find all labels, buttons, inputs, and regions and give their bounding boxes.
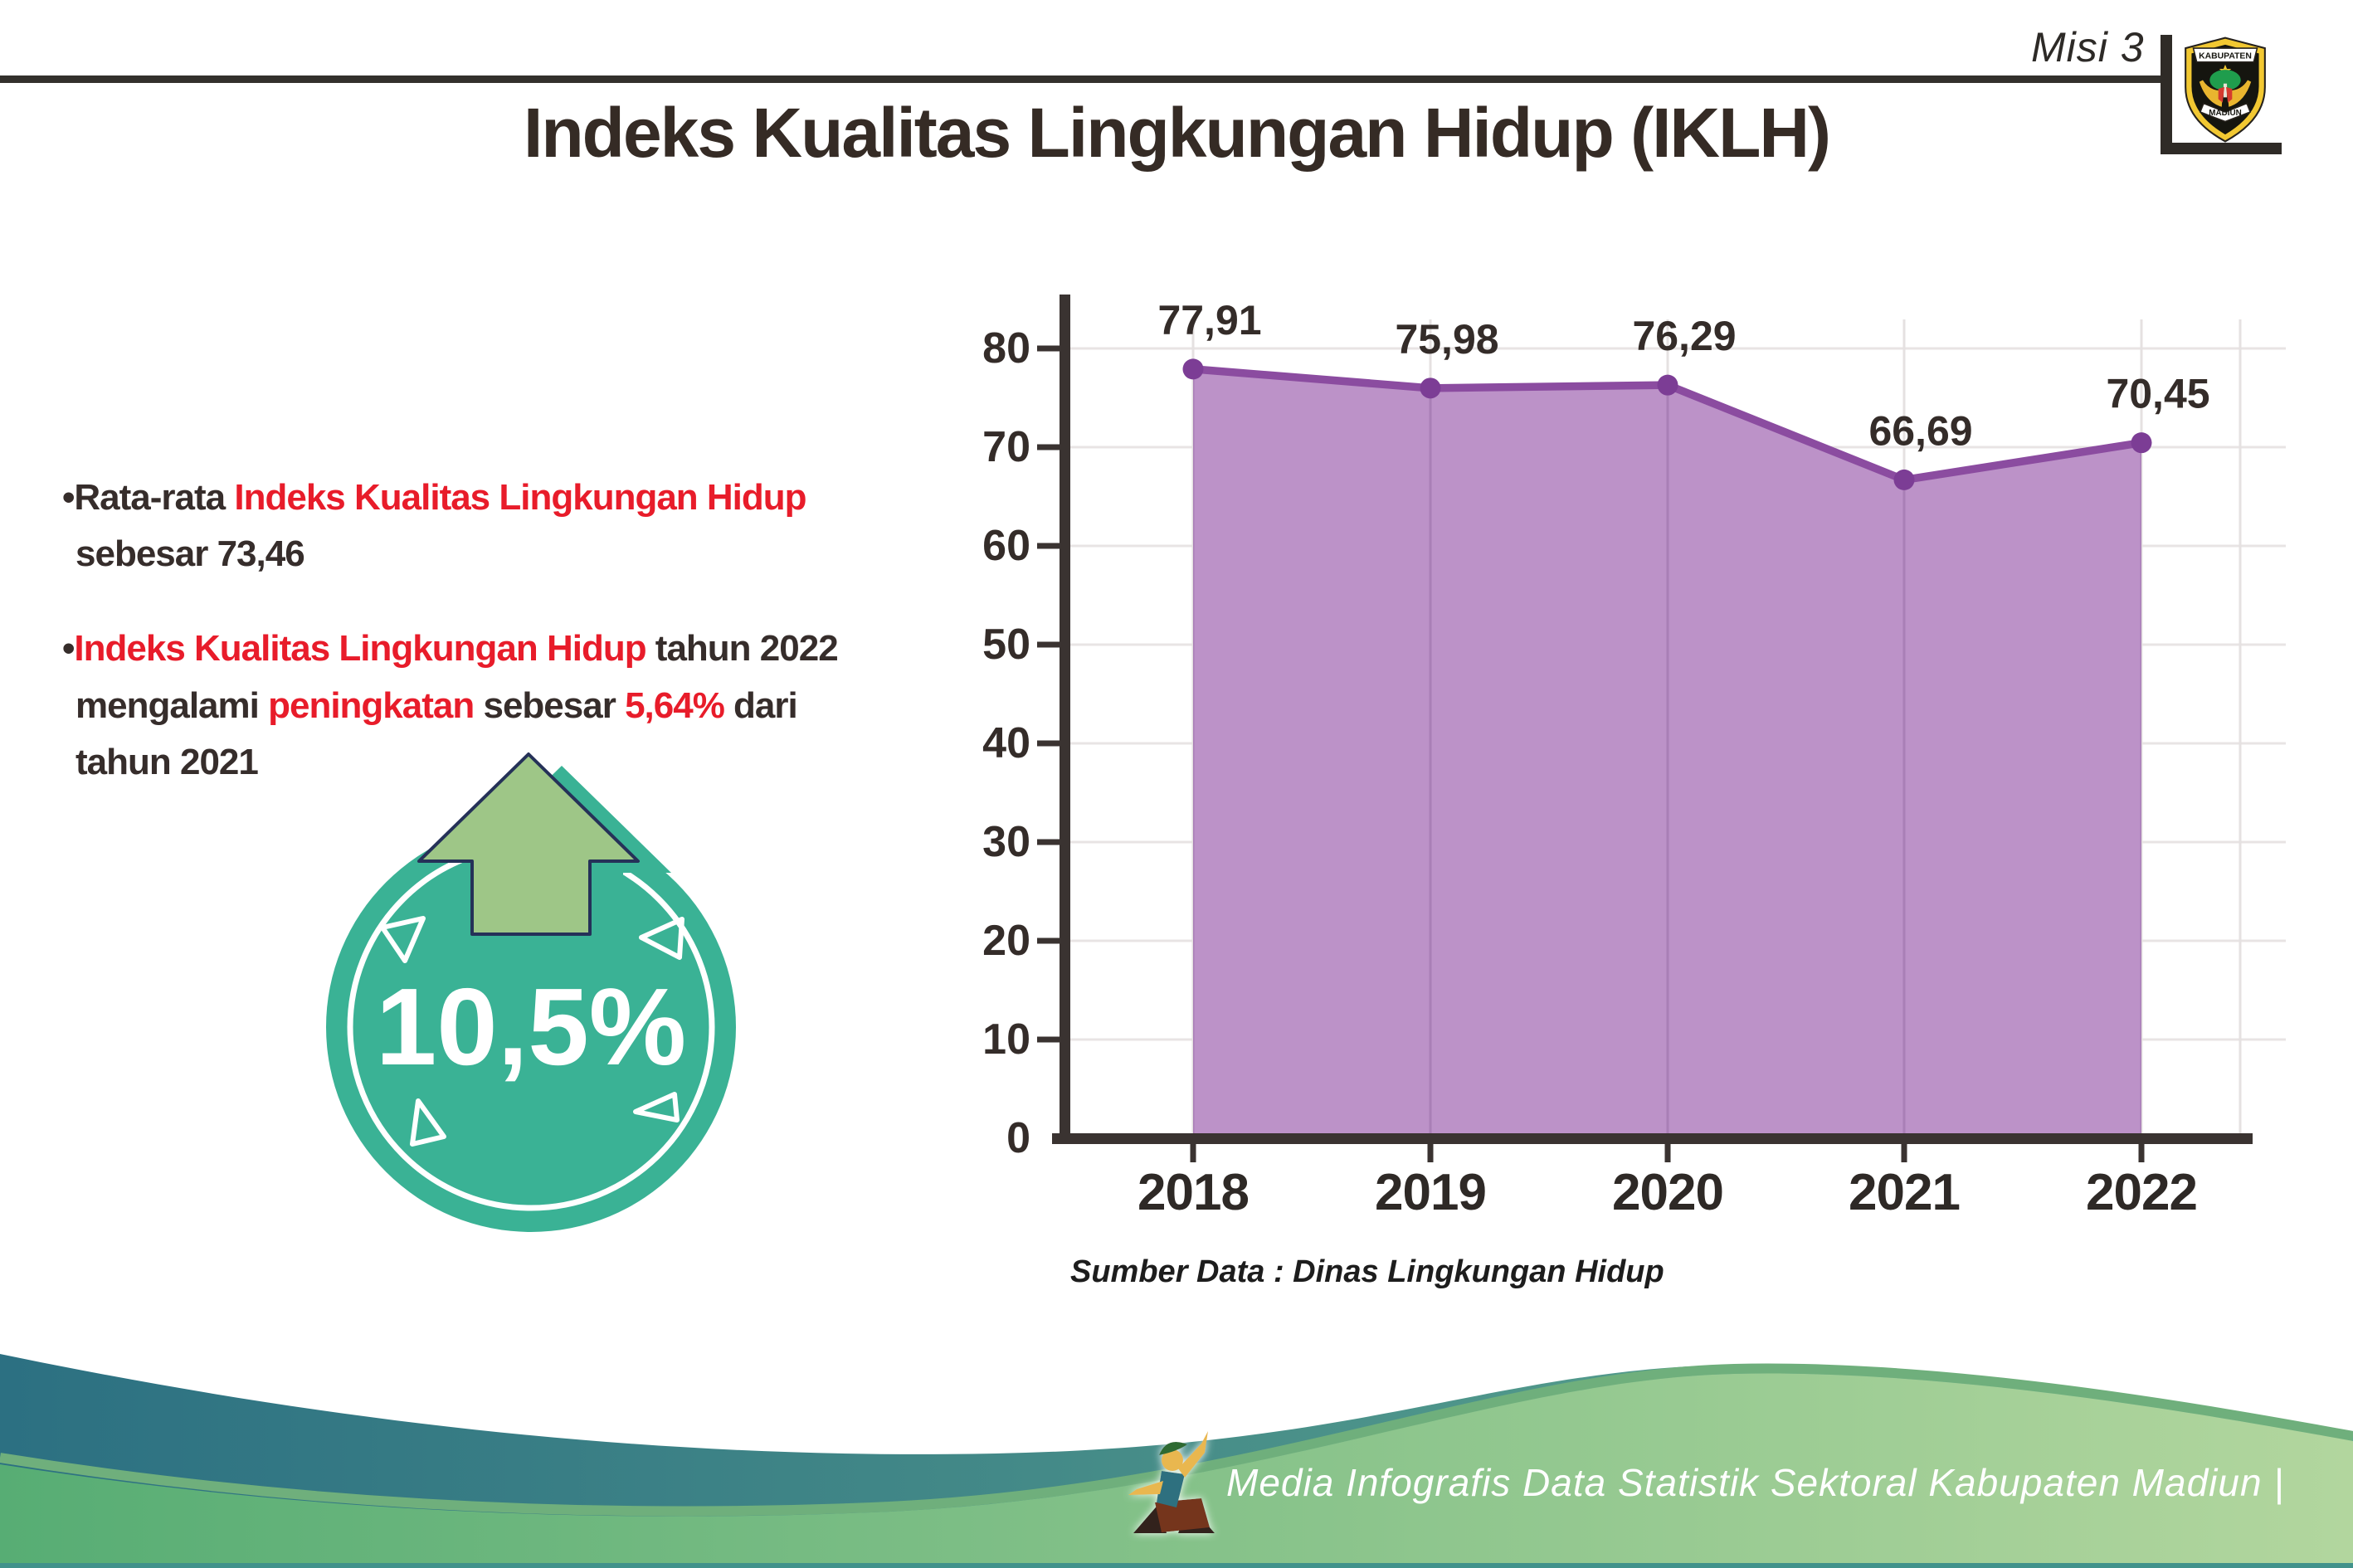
y-tick — [1037, 444, 1060, 450]
y-tick-label: 50 — [982, 621, 1030, 669]
y-tick-label: 80 — [982, 324, 1030, 373]
bullet2-seg3: mengalami — [76, 684, 269, 726]
bullet2-seg7: dari — [723, 684, 798, 726]
data-point — [1420, 377, 1441, 399]
source-note: Sumber Data : Dinas Lingkungan Hidup — [1070, 1254, 1664, 1289]
y-tick — [1037, 937, 1060, 944]
data-point — [1657, 374, 1678, 396]
logo-banner-top — [2192, 47, 2258, 63]
y-tick — [1037, 641, 1060, 648]
bullet1-seg2: sebesar 73,46 — [76, 533, 305, 575]
x-tick — [1190, 1144, 1196, 1162]
data-label: 77,91 — [1157, 297, 1261, 343]
logo-emblem-left — [2218, 86, 2224, 103]
page-title: Indeks Kualitas Lingkungan Hidup (IKLH) — [523, 94, 1831, 172]
bullet2-seg1: Indeks Kualitas Lingkungan Hidup — [74, 628, 646, 670]
y-tick-label: 0 — [1006, 1114, 1030, 1162]
logo-wing-right — [2228, 80, 2252, 107]
bullet2-seg0: • — [62, 628, 75, 670]
data-label: 76,29 — [1632, 313, 1736, 359]
badge-value: 10,5% — [376, 966, 686, 1088]
y-axis — [1060, 295, 1070, 1144]
dancer-mascot-icon — [1128, 1431, 1215, 1533]
x-tick-label: 2020 — [1612, 1164, 1723, 1221]
x-tick-label: 2019 — [1375, 1164, 1486, 1221]
misi-label: Misi 3 — [2031, 24, 2145, 71]
increase-badge: 10,5% — [326, 752, 736, 1232]
footer-bottom-strip — [0, 1563, 2353, 1568]
badge-circle — [326, 822, 736, 1232]
x-tick — [1901, 1144, 1907, 1162]
y-tick — [1037, 740, 1060, 747]
bullet2-seg2: tahun 2022 — [645, 628, 839, 670]
footer-wave-shadow-edge — [0, 1363, 2353, 1517]
logo-bottom-text: MADIUN — [2209, 109, 2241, 118]
insight-bullets: •Rata-rata Indeks Kualitas Lingkungan Hi… — [62, 470, 1025, 829]
bullet2-seg4: peningkatan — [268, 684, 475, 726]
data-label: 70,45 — [2106, 371, 2209, 417]
footer-wave-green — [0, 1373, 2353, 1568]
x-tick — [1427, 1144, 1434, 1162]
iklh-chart: 77,91 75,98 76,29 66,69 70,45 0 10 20 30 40 50 60 70… — [982, 295, 2286, 1221]
iklh-chart-container: 77,91 75,98 76,29 66,69 70,45 0 10 20 30 40 50 60 70… — [979, 274, 2348, 1327]
data-point — [1893, 469, 1915, 490]
data-label: 75,98 — [1395, 316, 1498, 363]
y-tick — [1037, 345, 1060, 352]
y-tick-label: 60 — [982, 522, 1030, 570]
logo-wing-left — [2199, 80, 2223, 107]
y-tick-label: 70 — [982, 423, 1030, 471]
logo-tree-trunk — [2223, 83, 2228, 98]
logo-frame-horizontal — [2161, 143, 2282, 154]
logo-tree — [2209, 70, 2241, 91]
y-tick-label: 10 — [982, 1015, 1030, 1064]
x-tick-label: 2018 — [1138, 1164, 1249, 1221]
badge-accent-triangle-lower-right — [633, 1092, 680, 1122]
badge-accent-triangle-lower-left — [410, 1098, 446, 1147]
x-tick — [1664, 1144, 1671, 1162]
logo-frame-vertical — [2161, 35, 2172, 154]
y-tick-label: 30 — [982, 818, 1030, 866]
y-tick-label: 20 — [982, 917, 1030, 965]
bullet-iklh-2022: •Indeks Kualitas Lingkungan Hidup tahun … — [62, 621, 1025, 791]
bullet1-seg0: •Rata-rata — [62, 477, 235, 518]
header-rule — [0, 75, 2167, 83]
x-axis — [1052, 1133, 2253, 1144]
x-tick — [2138, 1144, 2145, 1162]
badge-accent-triangle-upper-left — [380, 916, 426, 963]
y-tick-label: 40 — [982, 719, 1030, 767]
badge-accent-triangle-upper-right — [639, 917, 684, 960]
bullet-average-iklh: •Rata-rata Indeks Kualitas Lingkungan Hi… — [62, 470, 1025, 582]
y-tick — [1037, 839, 1060, 845]
footer-caption: Media Infografis Data Statistik Sektoral… — [1226, 1461, 2285, 1504]
footer-waves — [0, 1354, 2353, 1568]
area-fill — [1193, 368, 2141, 1139]
bullet2-seg5: sebesar — [474, 684, 626, 726]
bullet2-seg6: 5,64% — [625, 684, 725, 726]
bullet1-seg1: Indeks Kualitas Lingkungan Hidup — [234, 477, 806, 518]
y-tick — [1037, 1036, 1060, 1043]
logo-banner-bottom — [2199, 102, 2252, 123]
data-point — [2131, 432, 2152, 454]
kabupaten-madiun-logo: KABUPATEN MADIUN — [2185, 37, 2266, 143]
logo-top-text: KABUPATEN — [2199, 52, 2252, 61]
logo-emblem-right — [2226, 86, 2233, 103]
up-arrow-icon — [417, 752, 640, 936]
bullet2-seg8: tahun 2021 — [76, 741, 259, 782]
data-point — [1182, 358, 1204, 380]
x-tick-label: 2022 — [2086, 1164, 2197, 1221]
data-label: 66,69 — [1868, 407, 1972, 454]
y-tick — [1037, 543, 1060, 549]
x-tick-label: 2021 — [1849, 1164, 1960, 1221]
